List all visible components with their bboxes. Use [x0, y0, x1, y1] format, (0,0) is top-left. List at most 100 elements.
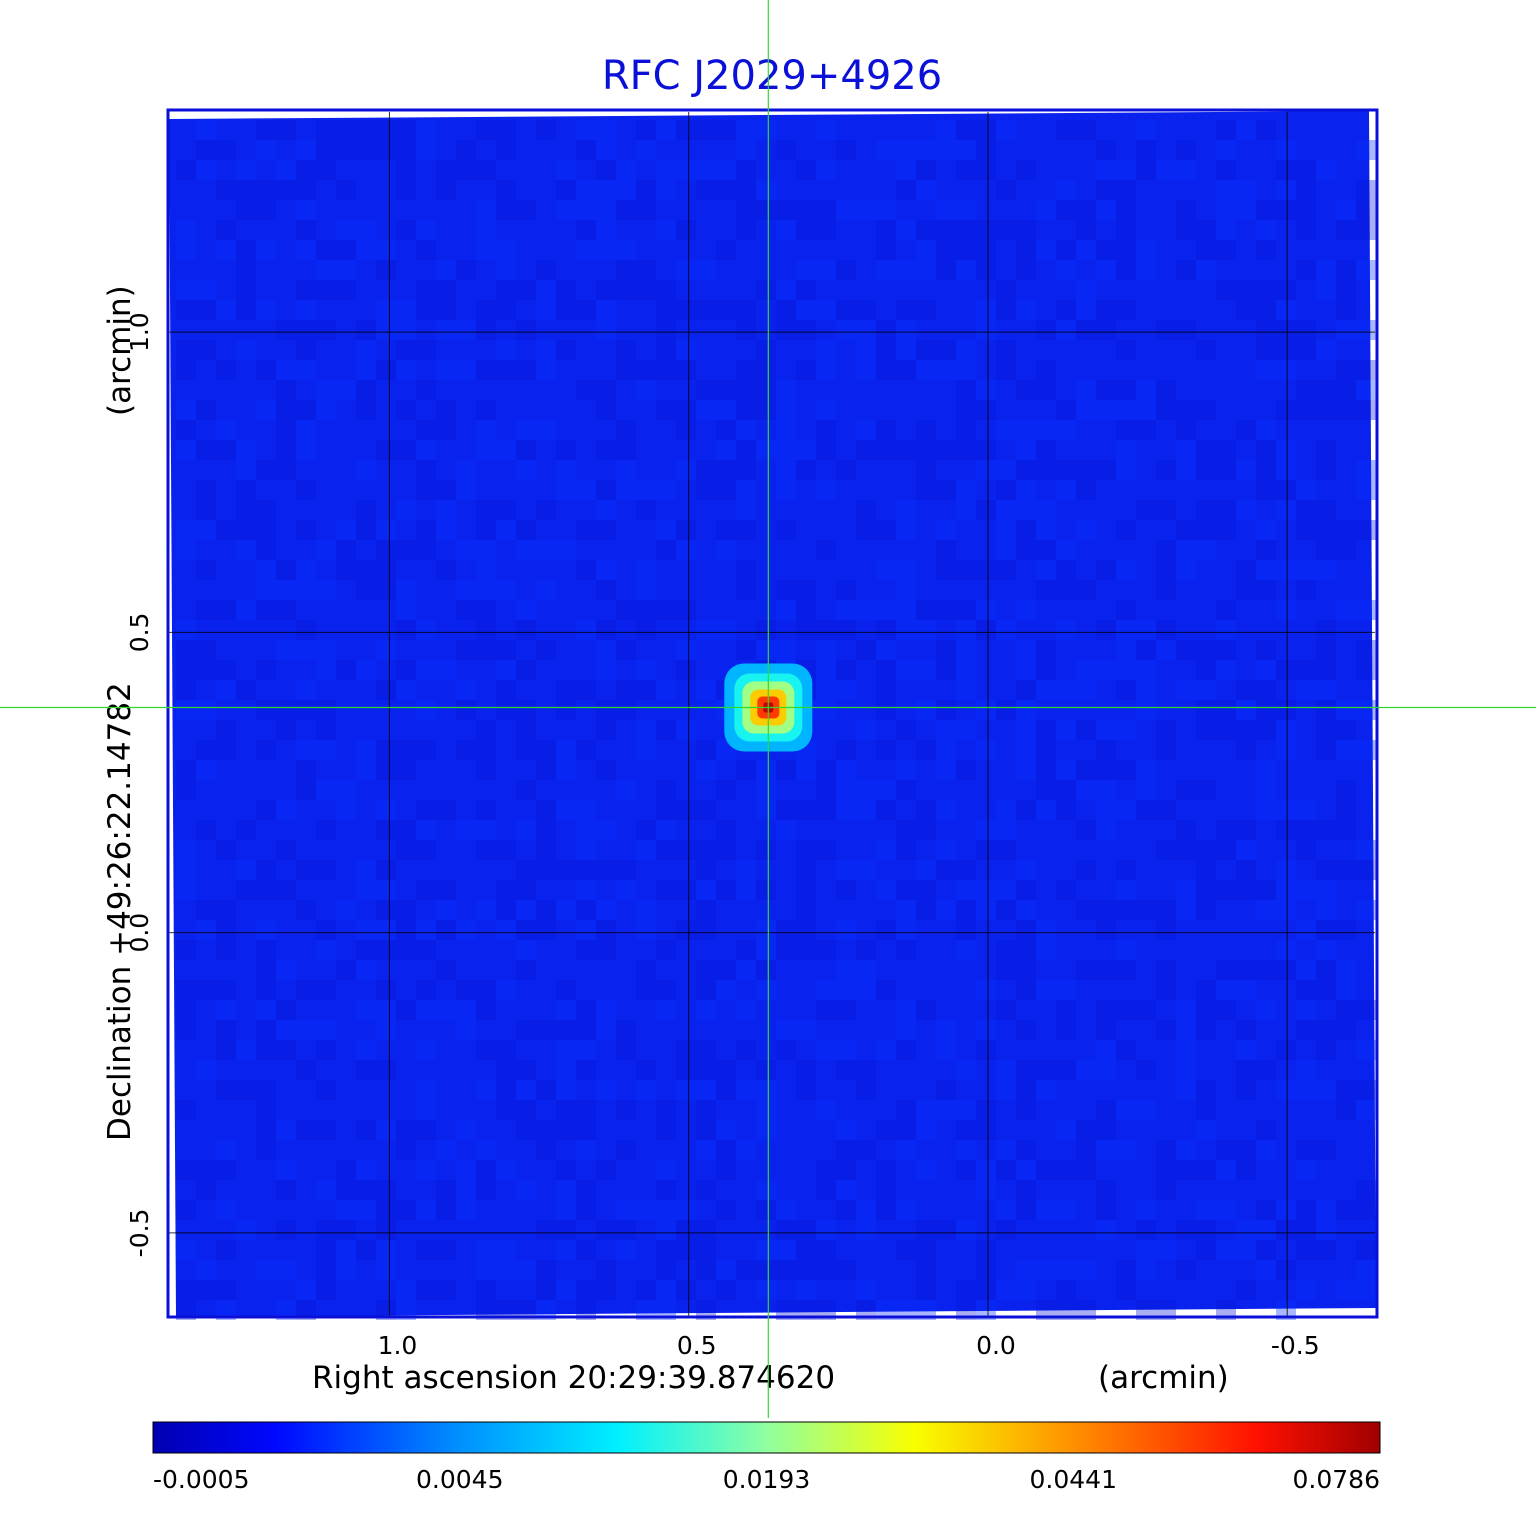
noise-cell	[416, 340, 436, 360]
noise-cell	[296, 680, 316, 700]
noise-cell	[1056, 560, 1076, 580]
noise-cell	[496, 1300, 516, 1320]
noise-cell	[756, 1060, 776, 1080]
noise-cell	[396, 820, 416, 840]
noise-cell	[556, 1060, 576, 1080]
noise-cell	[496, 140, 516, 160]
noise-cell	[1276, 1260, 1296, 1280]
noise-cell	[816, 480, 836, 500]
noise-cell	[296, 700, 316, 720]
noise-cell	[916, 480, 936, 500]
noise-cell	[1216, 1000, 1236, 1020]
noise-cell	[396, 1000, 416, 1020]
noise-cell	[1196, 780, 1216, 800]
noise-cell	[1116, 640, 1136, 660]
noise-cell	[756, 360, 776, 380]
noise-cell	[556, 1000, 576, 1020]
noise-cell	[676, 260, 696, 280]
noise-cell	[236, 200, 256, 220]
noise-cell	[516, 1260, 536, 1280]
noise-cell	[1056, 1300, 1076, 1320]
noise-cell	[256, 800, 276, 820]
y-tick-label: 1.0	[125, 312, 154, 352]
noise-cell	[1136, 420, 1156, 440]
noise-cell	[1356, 1280, 1376, 1300]
noise-cell	[536, 340, 556, 360]
noise-cell	[216, 1300, 236, 1320]
noise-cell	[476, 120, 496, 140]
noise-cell	[296, 760, 316, 780]
noise-cell	[1236, 1280, 1256, 1300]
noise-cell	[1216, 620, 1236, 640]
noise-cell	[696, 1140, 716, 1160]
noise-cell	[616, 880, 636, 900]
noise-cell	[856, 1220, 876, 1240]
noise-cell	[576, 1300, 596, 1320]
noise-cell	[776, 580, 796, 600]
noise-cell	[1276, 960, 1296, 980]
noise-cell	[256, 700, 276, 720]
noise-cell	[1316, 740, 1336, 760]
noise-cell	[876, 1200, 896, 1220]
noise-cell	[976, 1160, 996, 1180]
noise-cell	[956, 480, 976, 500]
noise-cell	[1076, 1060, 1096, 1080]
noise-cell	[536, 900, 556, 920]
noise-cell	[896, 580, 916, 600]
noise-cell	[636, 1280, 656, 1300]
noise-cell	[1036, 200, 1056, 220]
noise-cell	[396, 180, 416, 200]
noise-cell	[1116, 720, 1136, 740]
noise-cell	[216, 300, 236, 320]
noise-cell	[196, 500, 216, 520]
noise-cell	[776, 220, 796, 240]
noise-cell	[1056, 420, 1076, 440]
noise-cell	[1216, 820, 1236, 840]
noise-cell	[876, 740, 896, 760]
noise-cell	[296, 640, 316, 660]
noise-cell	[1176, 200, 1196, 220]
noise-cell	[796, 160, 816, 180]
noise-cell	[1096, 1100, 1116, 1120]
noise-cell	[956, 340, 976, 360]
noise-cell	[1356, 520, 1376, 540]
noise-cell	[1136, 1220, 1156, 1240]
noise-cell	[536, 1020, 556, 1040]
noise-cell	[1296, 320, 1316, 340]
noise-cell	[416, 1040, 436, 1060]
noise-cell	[796, 260, 816, 280]
noise-cell	[796, 1020, 816, 1040]
noise-cell	[636, 980, 656, 1000]
noise-cell	[536, 1140, 556, 1160]
noise-cell	[916, 260, 936, 280]
noise-cell	[936, 1220, 956, 1240]
noise-cell	[1236, 1020, 1256, 1040]
noise-cell	[736, 760, 756, 780]
noise-cell	[1356, 1040, 1376, 1060]
noise-cell	[776, 600, 796, 620]
noise-cell	[1156, 540, 1176, 560]
noise-cell	[1236, 500, 1256, 520]
noise-cell	[576, 200, 596, 220]
noise-cell	[356, 520, 376, 540]
noise-cell	[1096, 920, 1116, 940]
noise-cell	[376, 300, 396, 320]
noise-cell	[1016, 880, 1036, 900]
noise-cell	[416, 1200, 436, 1220]
noise-cell	[856, 1300, 876, 1320]
noise-cell	[636, 580, 656, 600]
noise-cell	[636, 560, 656, 580]
noise-cell	[1296, 820, 1316, 840]
noise-cell	[676, 1060, 696, 1080]
noise-cell	[1176, 520, 1196, 540]
noise-cell	[836, 300, 856, 320]
noise-cell	[596, 520, 616, 540]
noise-cell	[256, 660, 276, 680]
noise-cell	[216, 140, 236, 160]
noise-cell	[496, 120, 516, 140]
noise-cell	[456, 740, 476, 760]
noise-cell	[176, 860, 196, 880]
noise-cell	[1056, 260, 1076, 280]
noise-cell	[1016, 900, 1036, 920]
noise-cell	[536, 1260, 556, 1280]
